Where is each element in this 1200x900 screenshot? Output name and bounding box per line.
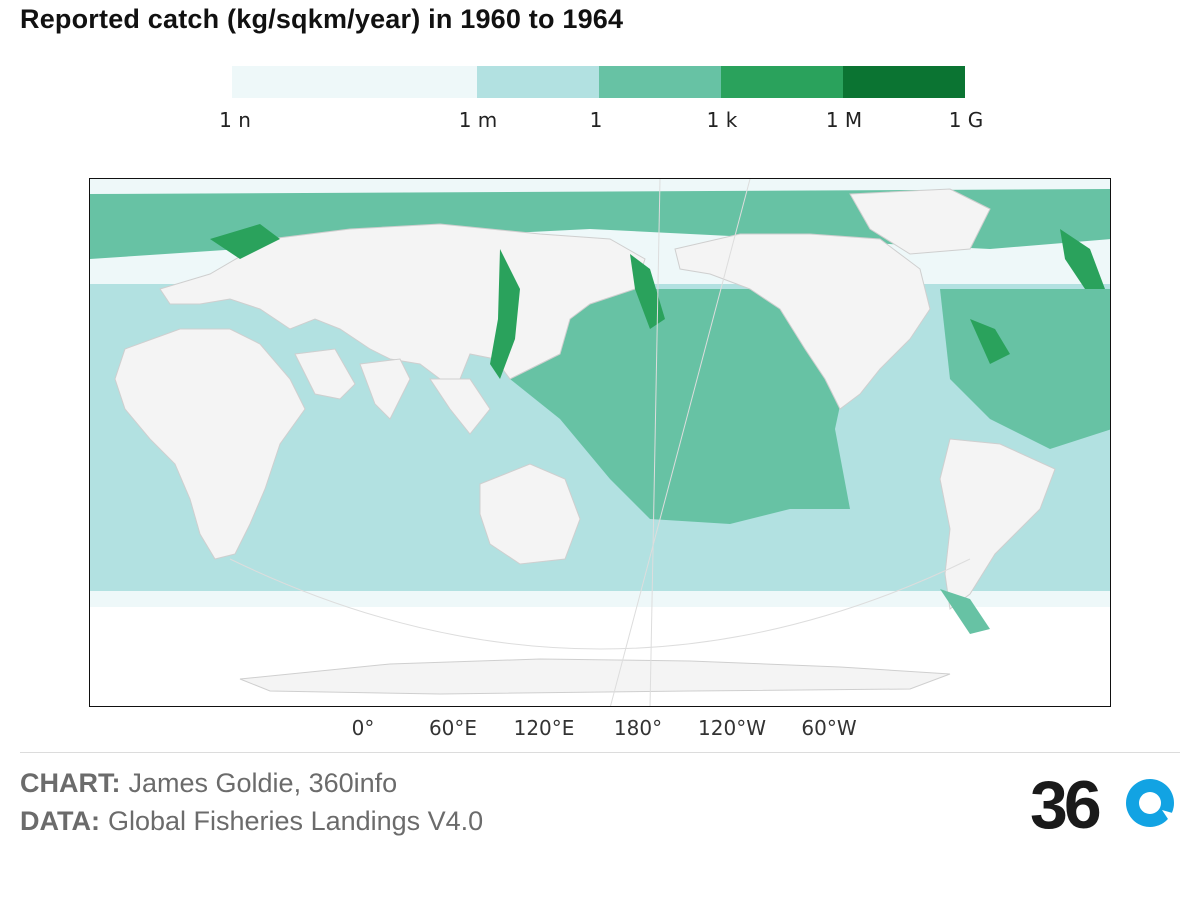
color-legend <box>232 66 968 100</box>
chart-credit: CHART: James Goldie, 360info <box>20 768 397 799</box>
x-tick: 120°W <box>698 716 766 740</box>
legend-label: 1 n <box>219 108 251 132</box>
x-tick: 0° <box>351 716 375 740</box>
chart-credit-value: James Goldie, 360info <box>128 768 398 798</box>
data-credit-label: DATA: <box>20 806 100 836</box>
legend-labels: 1 n 1 m 1 1 k 1 M 1 G <box>0 108 1200 138</box>
south-america <box>939 438 1056 610</box>
legend-swatch-4 <box>721 66 843 98</box>
svg-text:36: 36 <box>1030 770 1100 836</box>
legend-label: 1 <box>589 108 603 132</box>
x-tick: 180° <box>613 716 663 740</box>
africa <box>114 328 306 560</box>
legend-swatch-1 <box>232 66 477 98</box>
legend-label: 1 M <box>825 108 863 132</box>
chart-credit-label: CHART: <box>20 768 121 798</box>
legend-swatch-2 <box>477 66 599 98</box>
logo-svg: 36 <box>1030 767 1176 843</box>
legend-swatch-5 <box>843 66 965 98</box>
x-tick: 60°E <box>428 716 478 740</box>
legend-label: 1 G <box>948 108 984 132</box>
australia <box>479 463 581 565</box>
coastal-highlights <box>210 224 1105 634</box>
data-credit-value: Global Fisheries Landings V4.0 <box>107 806 484 836</box>
greenland <box>849 188 991 255</box>
legend-label: 1 k <box>706 108 738 132</box>
chart-title: Reported catch (kg/sqkm/year) in 1960 to… <box>20 4 624 34</box>
pacific-high <box>500 289 850 524</box>
catch-map <box>89 178 1111 707</box>
land <box>114 188 1056 695</box>
se-asia <box>429 378 491 435</box>
india <box>359 358 411 420</box>
x-axis-ticks: 0° 60°E 120°E 180° 120°W 60°W <box>0 716 1200 746</box>
arabia <box>294 348 356 400</box>
x-tick: 120°E <box>513 716 575 740</box>
360info-logo: 36 <box>1030 767 1180 843</box>
antarctica <box>239 658 951 695</box>
legend-swatch-3 <box>599 66 721 98</box>
graticule <box>229 179 971 706</box>
north-america <box>674 233 931 410</box>
ocean-low-south <box>90 591 1110 609</box>
legend-label: 1 m <box>458 108 498 132</box>
footer-divider <box>20 752 1180 753</box>
data-credit: DATA: Global Fisheries Landings V4.0 <box>20 806 483 837</box>
x-tick: 60°W <box>801 716 857 740</box>
map-svg <box>90 179 1110 706</box>
